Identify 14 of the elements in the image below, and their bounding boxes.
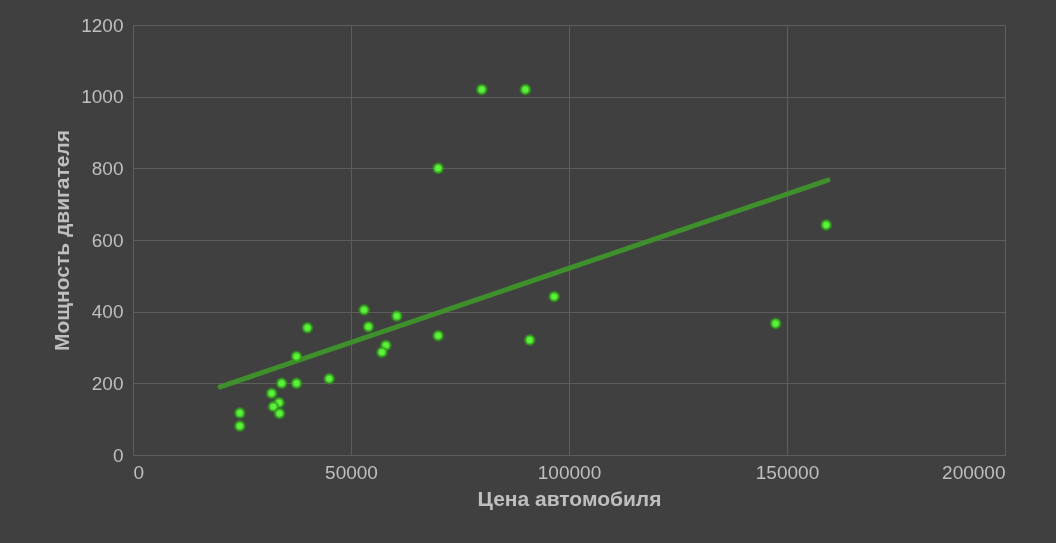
y-tick-label: 600 bbox=[91, 229, 124, 251]
x-tick-label: 50000 bbox=[325, 461, 378, 483]
x-axis-title: Цена автомобиля bbox=[477, 486, 662, 510]
y-axis-title: Мощность двигателя bbox=[50, 129, 74, 352]
y-tick-label: 800 bbox=[91, 157, 124, 179]
y-tick-label: 1000 bbox=[81, 86, 124, 108]
y-tick-label: 1200 bbox=[81, 14, 124, 36]
x-tick-label: 200000 bbox=[942, 461, 1006, 483]
x-tick-label: 100000 bbox=[537, 461, 602, 483]
x-tick-label: 150000 bbox=[755, 461, 820, 483]
y-tick-label: 400 bbox=[91, 301, 124, 323]
x-tick-label: 0 bbox=[133, 461, 145, 483]
y-tick-label: 200 bbox=[91, 372, 124, 394]
y-tick-label: 0 bbox=[112, 444, 124, 466]
